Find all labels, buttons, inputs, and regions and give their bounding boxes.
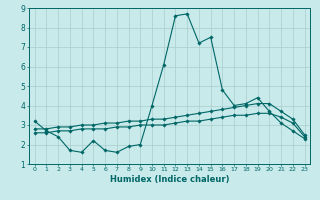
X-axis label: Humidex (Indice chaleur): Humidex (Indice chaleur): [110, 175, 229, 184]
